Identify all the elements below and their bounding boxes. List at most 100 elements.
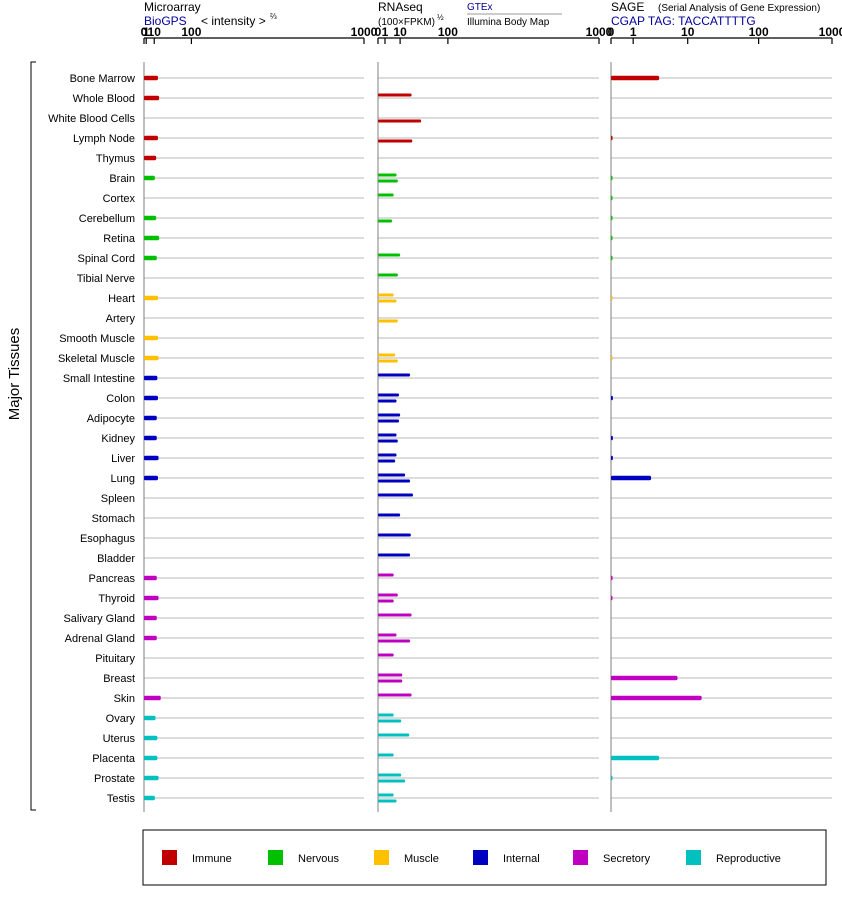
microarray-bar [144,255,157,261]
microarray-bar [144,435,157,441]
tissue-label: Liver [111,453,135,465]
rnaseq-illumina-bar [378,479,411,483]
rnaseq-illumina-bar [378,399,397,403]
legend-swatch [573,850,588,865]
tissue-label: Bone Marrow [70,73,135,85]
sage-bar [611,775,613,781]
microarray-bar [144,215,157,221]
rnaseq-illumina-bar [378,679,403,683]
tissue-label: Artery [106,313,136,325]
tissue-label: Heart [108,293,135,305]
tissue-label: Cortex [103,193,136,205]
microarray-bar [144,475,158,481]
x-tick-label: 100 [749,25,769,39]
x-tick-label: 10 [148,25,162,39]
rnaseq-illumina-bar [378,799,397,803]
panel-title: Microarray [144,0,201,14]
tissue-label: White Blood Cells [48,113,135,125]
x-tick-label: 100 [438,25,458,39]
tissue-label: Retina [103,233,136,245]
sage-bar [611,575,613,581]
legend-swatch [162,850,177,865]
tissue-label: Lung [111,473,135,485]
legend-box [142,829,827,886]
tissue-label: Uterus [103,733,136,745]
rnaseq-gtex-bar [378,593,398,597]
legend-swatch [473,850,488,865]
sage-bar [611,215,613,221]
rnaseq-gtex-bar [378,753,394,757]
sage-bar [611,75,660,81]
panel-subtitle: CGAP TAG: TACCATTTTG [611,14,756,28]
microarray-bar [144,595,159,601]
scale-exponent: ½ [437,13,444,22]
sage-bar [611,595,613,601]
x-tick-label: 10 [681,25,695,39]
tissue-label: Whole Blood [73,93,135,105]
rnaseq-gtex-bar [378,413,401,417]
microarray-bar [144,395,158,401]
legend-swatch [374,850,389,865]
microarray-bar [144,635,157,641]
tissue-label: Thymus [96,153,136,165]
microarray-bar [144,355,159,361]
rnaseq-illumina-bar [378,299,397,303]
tissue-label: Skeletal Muscle [58,353,135,365]
microarray-bar [144,235,160,241]
microarray-bar [144,755,158,761]
illumina-label: Illumina Body Map [467,17,550,28]
rnaseq-illumina-bar [378,319,398,323]
sage-bar [611,475,652,481]
rnaseq-gtex-bar [378,633,397,637]
x-tick-label: 1000 [586,25,613,39]
x-tick-label: 1 [630,25,637,39]
microarray-bar [144,415,157,421]
tissue-label: Placenta [92,753,136,765]
rnaseq-gtex-bar [378,493,413,497]
legend-label: Secretory [603,853,651,865]
tissue-label: Tibial Nerve [77,273,135,285]
tissue-label: Colon [106,393,135,405]
microarray-bar [144,95,160,101]
rnaseq-gtex-bar [378,573,394,577]
sage-bar [611,695,702,701]
rnaseq-gtex-bar [378,393,399,397]
legend-label: Internal [503,853,540,865]
microarray-bar [144,575,157,581]
panel-title-note: (Serial Analysis of Gene Expression) [658,3,820,14]
rnaseq-illumina-bar [378,139,413,143]
microarray-bar [144,295,158,301]
rnaseq-illumina-bar [378,419,399,423]
tissue-bracket [30,61,36,811]
y-axis-label: Major Tissues [6,328,23,421]
rnaseq-gtex-bar [378,273,398,277]
microarray-bar [144,375,158,381]
rnaseq-gtex-bar [378,253,401,257]
tissue-label: Esophagus [80,533,136,545]
tissue-label: Adrenal Gland [65,633,135,645]
sage-bar [611,135,613,141]
x-tick-label: 1000 [351,25,378,39]
microarray-bar [144,735,158,741]
tissue-label: Breast [103,673,135,685]
rnaseq-gtex-bar [378,433,397,437]
panel-subtitle: BioGPS [144,14,187,28]
x-tick-label: 0 [608,25,615,39]
tissue-label: Ovary [106,713,136,725]
sage-bar [611,455,613,461]
microarray-bar [144,695,161,701]
x-tick-label: 0 [141,25,148,39]
sage-bar [611,675,678,681]
rnaseq-gtex-bar [378,733,410,737]
rnaseq-illumina-bar [378,439,398,443]
sage-bar [611,395,613,401]
x-tick-label: 10 [393,25,407,39]
x-tick-label: 0 [375,25,382,39]
rnaseq-gtex-bar [378,373,411,377]
sage-bar [611,195,613,201]
legend-label: Immune [192,853,232,865]
rnaseq-gtex-bar [378,553,411,557]
scale-label: (100×FPKM) [378,17,435,28]
rnaseq-gtex-bar [378,473,406,477]
microarray-bar [144,795,155,801]
